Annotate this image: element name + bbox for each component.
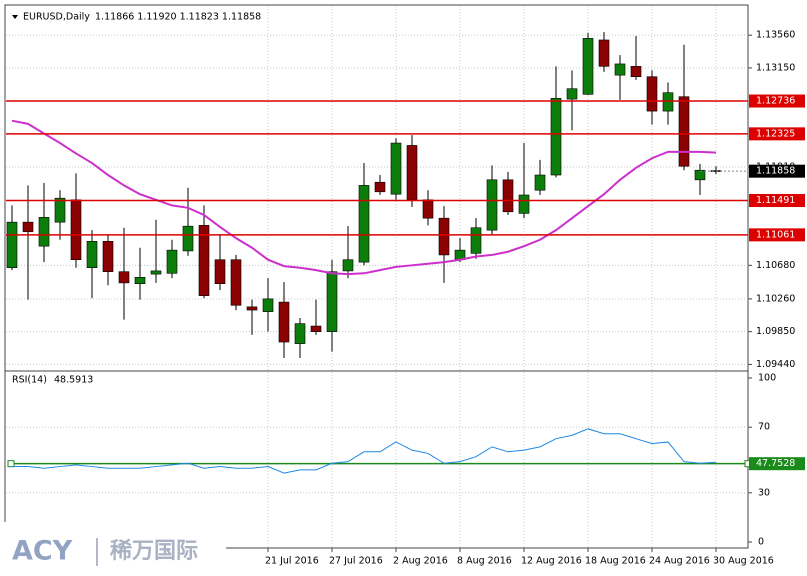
level-label-bg bbox=[749, 127, 805, 141]
x-tick-label: 8 Aug 2016 bbox=[457, 556, 512, 567]
x-tick-label: 2 Aug 2016 bbox=[393, 556, 448, 567]
moving-average bbox=[11, 119, 717, 276]
y-tick-label: 1.09850 bbox=[756, 326, 795, 337]
watermark-name: 稀万国际 bbox=[110, 538, 198, 564]
watermark-brand: ACY bbox=[12, 536, 73, 567]
candle-body bbox=[678, 96, 690, 167]
candle-body bbox=[54, 197, 66, 223]
candle-body bbox=[390, 142, 402, 195]
y-tick-label: 70 bbox=[758, 422, 770, 433]
quote: 1.11866 1.11920 1.11823 1.11858 bbox=[95, 12, 261, 23]
y-tick-label: 1.09440 bbox=[756, 359, 795, 370]
candle-body bbox=[70, 199, 82, 261]
candle-body bbox=[342, 259, 354, 272]
candle-body bbox=[134, 277, 146, 284]
candle-body bbox=[38, 217, 50, 247]
watermark: ACY 稀万国际 bbox=[0, 522, 226, 576]
y-tick-label: 30 bbox=[758, 487, 770, 498]
candle-body bbox=[486, 179, 498, 231]
watermark-bg bbox=[0, 522, 226, 576]
candle-body bbox=[230, 259, 242, 306]
y-tick-label: 1.13150 bbox=[756, 62, 795, 73]
candle-body bbox=[646, 76, 658, 112]
x-tick-label: 21 Jul 2016 bbox=[265, 556, 319, 567]
candle-body bbox=[182, 225, 194, 252]
last-price-label: 1.11858 bbox=[756, 166, 795, 177]
candle-body bbox=[326, 271, 338, 332]
symbol: EURUSD,Daily bbox=[23, 12, 90, 23]
x-tick-label: 24 Aug 2016 bbox=[649, 556, 710, 567]
candle-body bbox=[214, 259, 226, 284]
y-tick-label: 1.10680 bbox=[756, 260, 795, 271]
candle-body bbox=[566, 88, 578, 100]
rsi-value: 48.5913 bbox=[54, 375, 93, 386]
level-label-bg bbox=[749, 457, 805, 471]
rsi-title: RSI(14) bbox=[12, 375, 47, 386]
level-label-bg bbox=[749, 94, 805, 108]
candle-body bbox=[358, 185, 370, 263]
level-label-bg bbox=[749, 228, 805, 242]
x-tick-label: 12 Aug 2016 bbox=[521, 556, 582, 567]
rsi-line bbox=[12, 428, 717, 474]
candle-body bbox=[470, 227, 482, 254]
candle-body bbox=[422, 199, 434, 219]
candle-body bbox=[614, 63, 626, 76]
y-tick-label: 0 bbox=[758, 537, 764, 548]
level-handle bbox=[7, 460, 15, 468]
level-label: 1.11491 bbox=[756, 195, 795, 206]
candle-body bbox=[406, 145, 418, 201]
y-tick-label: 1.13560 bbox=[756, 30, 795, 41]
level-label: 1.11061 bbox=[756, 229, 795, 240]
plot-frame bbox=[4, 4, 749, 549]
x-tick-label: 18 Aug 2016 bbox=[585, 556, 646, 567]
candle-body bbox=[438, 217, 450, 256]
x-tick-label: 27 Jul 2016 bbox=[329, 556, 383, 567]
candle-body bbox=[118, 271, 130, 284]
candle-body bbox=[262, 298, 274, 312]
candle-body bbox=[22, 221, 34, 233]
candle-body bbox=[246, 306, 258, 311]
candle-body bbox=[102, 241, 114, 273]
candle-body bbox=[310, 325, 322, 332]
menu-icon bbox=[12, 15, 18, 19]
y-tick-label: 1.10260 bbox=[756, 293, 795, 304]
candle-body bbox=[598, 39, 610, 67]
candle-body bbox=[630, 66, 642, 78]
candle-body bbox=[278, 301, 290, 343]
candle-body bbox=[86, 241, 98, 269]
last-price-bg bbox=[749, 164, 805, 178]
level-label: 1.12736 bbox=[756, 96, 795, 107]
candle-body bbox=[518, 194, 530, 214]
level-label: 47.7528 bbox=[756, 458, 795, 469]
level-label-bg bbox=[749, 194, 805, 208]
y-tick-label: 100 bbox=[758, 373, 776, 384]
candle-body bbox=[166, 249, 178, 274]
candle-body bbox=[294, 323, 306, 344]
candle-body bbox=[6, 221, 18, 269]
candle-body bbox=[534, 174, 546, 191]
candle-body bbox=[502, 179, 514, 213]
candle-body bbox=[550, 98, 562, 176]
candle-body bbox=[374, 181, 386, 193]
candle-body bbox=[662, 92, 674, 112]
candle-body bbox=[198, 225, 210, 296]
candle-body bbox=[150, 270, 162, 275]
candle-body bbox=[582, 38, 594, 95]
candle-body bbox=[694, 169, 706, 181]
x-tick-label: 30 Aug 2016 bbox=[713, 556, 774, 567]
level-label: 1.12325 bbox=[756, 128, 795, 139]
